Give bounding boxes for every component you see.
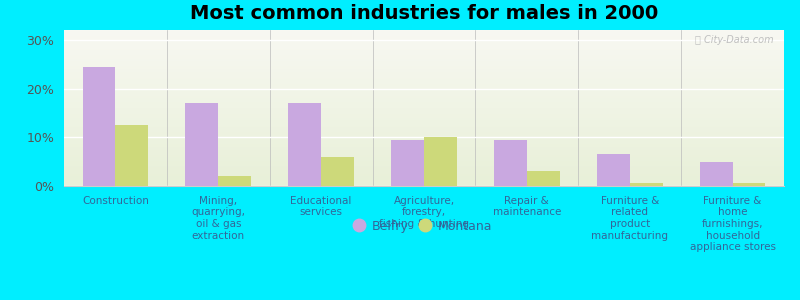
Bar [733,183,766,186]
Bar [391,140,424,186]
Bar [186,103,218,186]
Bar [424,137,457,186]
Legend: Belfry, Montana: Belfry, Montana [356,220,492,233]
Title: Most common industries for males in 2000: Most common industries for males in 2000 [190,4,658,23]
Bar [82,67,115,186]
Bar [218,176,251,186]
Bar [630,183,662,186]
Bar [321,157,354,186]
Bar [115,125,148,186]
Text: ⓘ City-Data.com: ⓘ City-Data.com [694,35,773,45]
Bar [597,154,630,186]
Bar [494,140,527,186]
Bar [700,162,733,186]
Bar [527,171,560,186]
Bar [288,103,321,186]
